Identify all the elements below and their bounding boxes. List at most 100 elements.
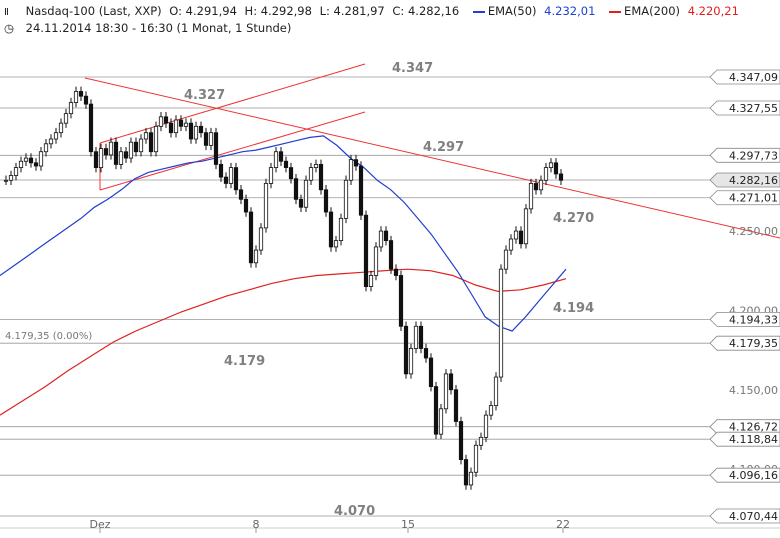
candle-body xyxy=(418,325,424,349)
candle-body xyxy=(113,141,119,165)
candle-body xyxy=(528,183,534,210)
resistance-line xyxy=(84,77,780,239)
candle-body xyxy=(213,132,219,165)
candle-body xyxy=(53,132,59,140)
candle-body xyxy=(158,116,164,127)
level-annotation: 4.327 xyxy=(184,88,225,103)
ema50-swatch xyxy=(472,10,485,13)
upper-channel-line xyxy=(99,63,366,144)
reference-text: 4.179,35 (0.00%) xyxy=(5,331,92,342)
price-label: 4.282,16 xyxy=(729,174,778,187)
candle-body xyxy=(273,151,279,168)
candle-body xyxy=(438,408,444,435)
candle-body xyxy=(378,230,384,248)
candle-body xyxy=(523,208,529,245)
candle-body xyxy=(553,162,559,175)
candle-body xyxy=(373,246,379,276)
candle-body xyxy=(63,113,69,124)
candle-body xyxy=(353,159,359,167)
candle-body xyxy=(493,376,499,407)
candle-body xyxy=(38,151,44,167)
candle-body xyxy=(488,405,494,416)
candle-body xyxy=(498,268,504,378)
candle-body xyxy=(463,459,469,486)
candle-body xyxy=(133,141,139,153)
candle-body xyxy=(198,125,204,134)
candle-body xyxy=(513,230,519,240)
candle-body xyxy=(338,217,344,241)
price-label-box xyxy=(709,190,780,206)
candle-body xyxy=(543,167,549,181)
low-value: L: 4.281,97 xyxy=(319,4,385,18)
candle-body xyxy=(248,211,254,264)
candle-body xyxy=(128,141,134,159)
candles xyxy=(3,86,564,490)
price-label: 4.070,44 xyxy=(729,510,778,523)
candle-body xyxy=(383,230,389,241)
candle-body xyxy=(443,373,449,410)
candle-body xyxy=(508,238,514,251)
candle-body xyxy=(183,122,189,127)
clock-icon: ◷ xyxy=(4,21,15,35)
price-labels: 4.347,09 4.327,55 4.297,73 4.282,16 4.271,01… xyxy=(709,69,780,524)
candle-body xyxy=(458,421,464,460)
chart-header: Ⅱ Nasdaq-100 (Last, XXP) O: 4.291,94 H: … xyxy=(0,0,780,40)
price-label: 4.194,33 xyxy=(729,313,778,326)
candle-body xyxy=(318,164,324,191)
candle-body xyxy=(103,148,109,156)
candle-body xyxy=(308,167,314,181)
candle-body xyxy=(223,176,229,184)
price-label: 4.096,16 xyxy=(729,469,778,482)
candle-body xyxy=(283,160,289,168)
candle-body xyxy=(83,95,89,105)
price-label-box xyxy=(709,69,780,85)
candle-body xyxy=(253,249,259,264)
candle-body xyxy=(23,157,29,162)
annotations: 4.347 4.327 4.297 4.270 4.194 4.179 4.070 xyxy=(184,61,594,519)
candle-body xyxy=(413,325,419,349)
level-annotation: 4.297 xyxy=(423,140,464,155)
candle-body xyxy=(18,160,24,168)
level-annotation: 4.070 xyxy=(334,504,375,519)
candle-body xyxy=(258,227,264,251)
ema50-line xyxy=(0,135,567,332)
candle-body xyxy=(478,436,484,446)
candle-body xyxy=(138,138,144,153)
y-tick-label: 4.250,00 xyxy=(729,225,778,238)
candle-body xyxy=(153,125,159,153)
candle-body xyxy=(363,214,369,288)
candle-body xyxy=(328,211,334,248)
price-label-box xyxy=(709,431,780,447)
candle-body xyxy=(398,275,404,327)
candle-body xyxy=(58,122,64,134)
candle-body xyxy=(168,122,174,134)
candle-body xyxy=(48,138,54,145)
candle-body xyxy=(538,179,544,191)
ema200-value: 4.220,21 xyxy=(687,4,739,18)
price-label: 4.327,55 xyxy=(729,102,778,115)
candle-body xyxy=(263,183,269,229)
candle-body xyxy=(388,240,394,270)
candle-body xyxy=(8,175,14,181)
candle-body xyxy=(163,116,169,124)
candle-body xyxy=(483,414,489,438)
candle-body xyxy=(548,162,554,168)
candle-body xyxy=(403,325,409,375)
candle-body xyxy=(233,167,239,191)
price-label-box xyxy=(709,312,780,327)
price-label-box xyxy=(709,172,780,188)
x-tick-label: 22 xyxy=(556,518,570,531)
price-label: 4.118,84 xyxy=(729,433,778,446)
candle-body xyxy=(98,148,104,168)
candle-body xyxy=(518,230,524,245)
candle-body xyxy=(243,198,249,213)
ema200-label: EMA(200) xyxy=(624,4,681,18)
candle-body xyxy=(148,132,154,153)
candle-body xyxy=(218,164,224,178)
high-value: H: 4.292,98 xyxy=(244,4,312,18)
price-label-box xyxy=(709,147,780,163)
candle-body xyxy=(123,151,129,159)
price-label-box xyxy=(709,467,780,483)
candle-body xyxy=(298,198,304,208)
